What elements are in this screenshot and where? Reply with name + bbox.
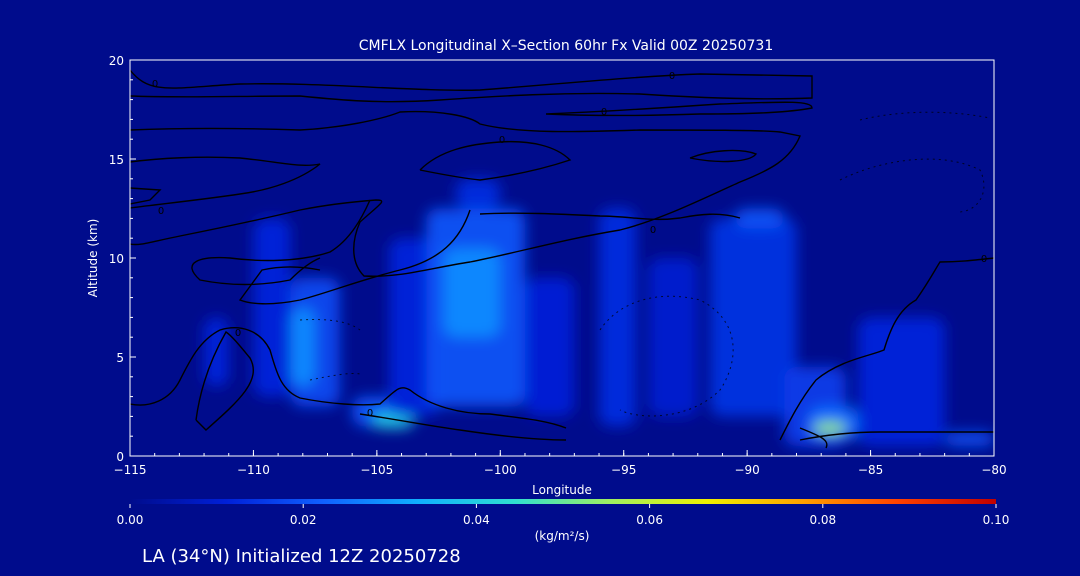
y-tick-label: 5 [116,351,124,365]
flux-cell [599,208,637,427]
flux-cell [813,422,846,435]
contour-label: 0 [158,206,164,217]
colorbar-tick-label: 0.04 [463,513,490,527]
contour-label: 0 [235,328,241,339]
y-axis: 0 5 10 15 20 [109,54,136,464]
contour-line [191,199,371,286]
x-tick-label: −95 [611,463,636,477]
x-tick-label: −110 [237,463,270,477]
flux-cell [648,258,698,417]
flux-field [204,178,994,447]
x-tick-label: −115 [114,463,147,477]
contour-line [479,212,741,221]
x-tick-label: −100 [484,463,517,477]
colorbar-tick-label: 0.06 [636,513,663,527]
colorbar-tick-label: 0.00 [117,513,144,527]
contour-line [130,187,162,205]
dashed-contour [299,319,361,331]
flux-cell [858,317,945,447]
flux-cell [443,248,501,338]
contour-line [689,149,758,163]
dashed-contour [599,295,734,417]
contour-label: 0 [601,107,607,118]
contour-line [195,331,255,431]
contour-label: 0 [650,225,656,236]
x-tick-label: −85 [858,463,883,477]
contour-line [130,69,813,103]
flux-cell [524,277,575,417]
contour-line [130,327,567,429]
x-tick-label: −105 [360,463,393,477]
contour-line [359,413,567,441]
contour-line [779,257,994,441]
colorbar-ticks: 0.00 0.02 0.04 0.06 0.08 0.10 [117,504,1010,527]
y-axis-label: Altitude (km) [86,219,100,298]
x-tick-label: −90 [734,463,759,477]
contour-line [545,101,813,117]
contour-label: 0 [367,408,373,419]
colorbar-tick-label: 0.08 [809,513,836,527]
colorbar [130,499,996,504]
x-tick-label: −80 [981,463,1006,477]
flux-cell [455,178,501,209]
contour-label: 0 [499,135,505,146]
contour-lines [130,69,994,449]
dashed-contour [839,158,985,213]
flux-cell [253,218,291,397]
x-axis-label: Longitude [532,483,592,497]
y-tick-label: 10 [109,252,124,266]
flux-cell [290,307,316,387]
contour-labels: 0 0 0 0 0 0 0 0 0 [152,71,987,419]
flux-cell [710,218,797,417]
dashed-contour [859,111,991,121]
footer-caption: LA (34°N) Initialized 12Z 20250728 [142,546,461,567]
flux-cell [944,432,994,447]
contour-line [130,110,801,277]
negative-contours [299,111,991,417]
contour-line [799,431,994,441]
contour-label: 0 [669,71,675,82]
contour-line [419,140,572,181]
chart-title: CMFLX Longitudinal X–Section 60hr Fx Val… [359,38,773,54]
y-tick-label: 20 [109,54,124,68]
colorbar-units: (kg/m²/s) [535,529,590,543]
x-axis: −115 −110 −105 −100 −95 −90 −85 −80 [114,450,1007,477]
flux-cell [734,208,785,229]
y-tick-label: 15 [109,153,124,167]
contour-line [238,209,471,305]
y-tick-label: 0 [116,450,124,464]
contour-line [799,427,828,449]
contour-label: 0 [152,79,158,90]
colorbar-tick-label: 0.10 [983,513,1010,527]
contour-label: 0 [981,254,987,265]
colorbar-tick-label: 0.02 [290,513,317,527]
contour-line [130,156,321,209]
